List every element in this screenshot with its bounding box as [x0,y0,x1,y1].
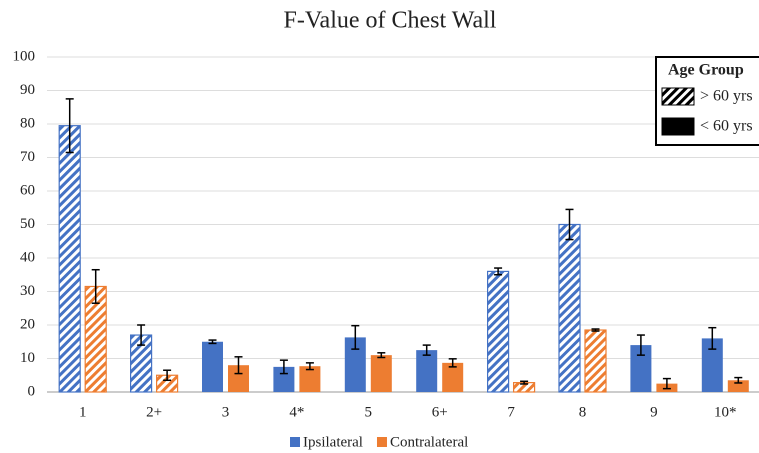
x-tick-label: 10* [714,404,737,420]
age-legend-title: Age Group [668,62,744,79]
y-tick-label: 90 [20,82,35,98]
bar [727,380,749,392]
x-tick-label: 4* [289,404,304,420]
error-bar [208,339,217,345]
error-bar [636,334,645,356]
x-tick-label: 2+ [146,404,162,420]
y-tick-label: 40 [20,249,35,265]
legend-label: Contralateral [390,434,468,450]
y-tick-label: 80 [20,115,35,131]
bar [416,350,438,392]
error-bar [234,356,243,375]
bar [299,366,321,392]
error-bar [163,369,172,382]
legend-label: Ipsilateral [303,434,363,450]
age-legend-label: > 60 yrs [700,88,753,105]
error-bar [494,267,503,276]
x-tick-label: 6+ [432,404,448,420]
error-bar [305,362,314,371]
chart-title: F-Value of Chest Wall [284,8,497,34]
age-legend-swatch [661,87,695,106]
legend-swatch [290,437,300,447]
error-bar [422,344,431,356]
x-tick-label: 5 [365,404,373,420]
bar [344,337,366,392]
y-tick-label: 70 [20,149,35,165]
y-tick-label: 10 [20,350,35,366]
legend-swatch [376,437,387,447]
y-tick-label: 50 [20,216,35,232]
error-bar [351,324,360,350]
x-tick-label: 1 [79,404,87,420]
x-tick-label: 8 [579,404,587,420]
bar [202,341,223,392]
bar [558,223,581,393]
y-tick-label: 30 [20,283,35,299]
error-bar [377,352,386,359]
y-tick-label: 0 [28,383,36,399]
y-tick-label: 100 [13,48,36,64]
y-tick-label: 20 [20,316,35,332]
age-legend-label: < 60 yrs [700,118,753,135]
error-bar [662,377,671,390]
bar [228,365,249,392]
x-tick-label: 3 [222,404,230,420]
bar [58,125,81,393]
y-tick-label: 60 [20,182,35,198]
bar [273,366,295,392]
bar [584,329,607,393]
bar [442,362,464,392]
error-bar [708,326,717,350]
error-bar [734,376,743,384]
bar [701,338,723,392]
error-bar [520,380,529,385]
error-bar [448,358,457,368]
error-bar [65,98,74,154]
bar [630,345,652,392]
x-tick-label: 9 [650,404,658,420]
error-bar [591,328,600,332]
error-bar [137,324,146,346]
age-legend-swatch [661,117,695,136]
error-bar [565,208,574,241]
error-bar [279,359,288,375]
x-tick-label: 7 [507,404,515,420]
error-bar [91,268,100,304]
bar [370,355,392,392]
bar [487,270,510,393]
